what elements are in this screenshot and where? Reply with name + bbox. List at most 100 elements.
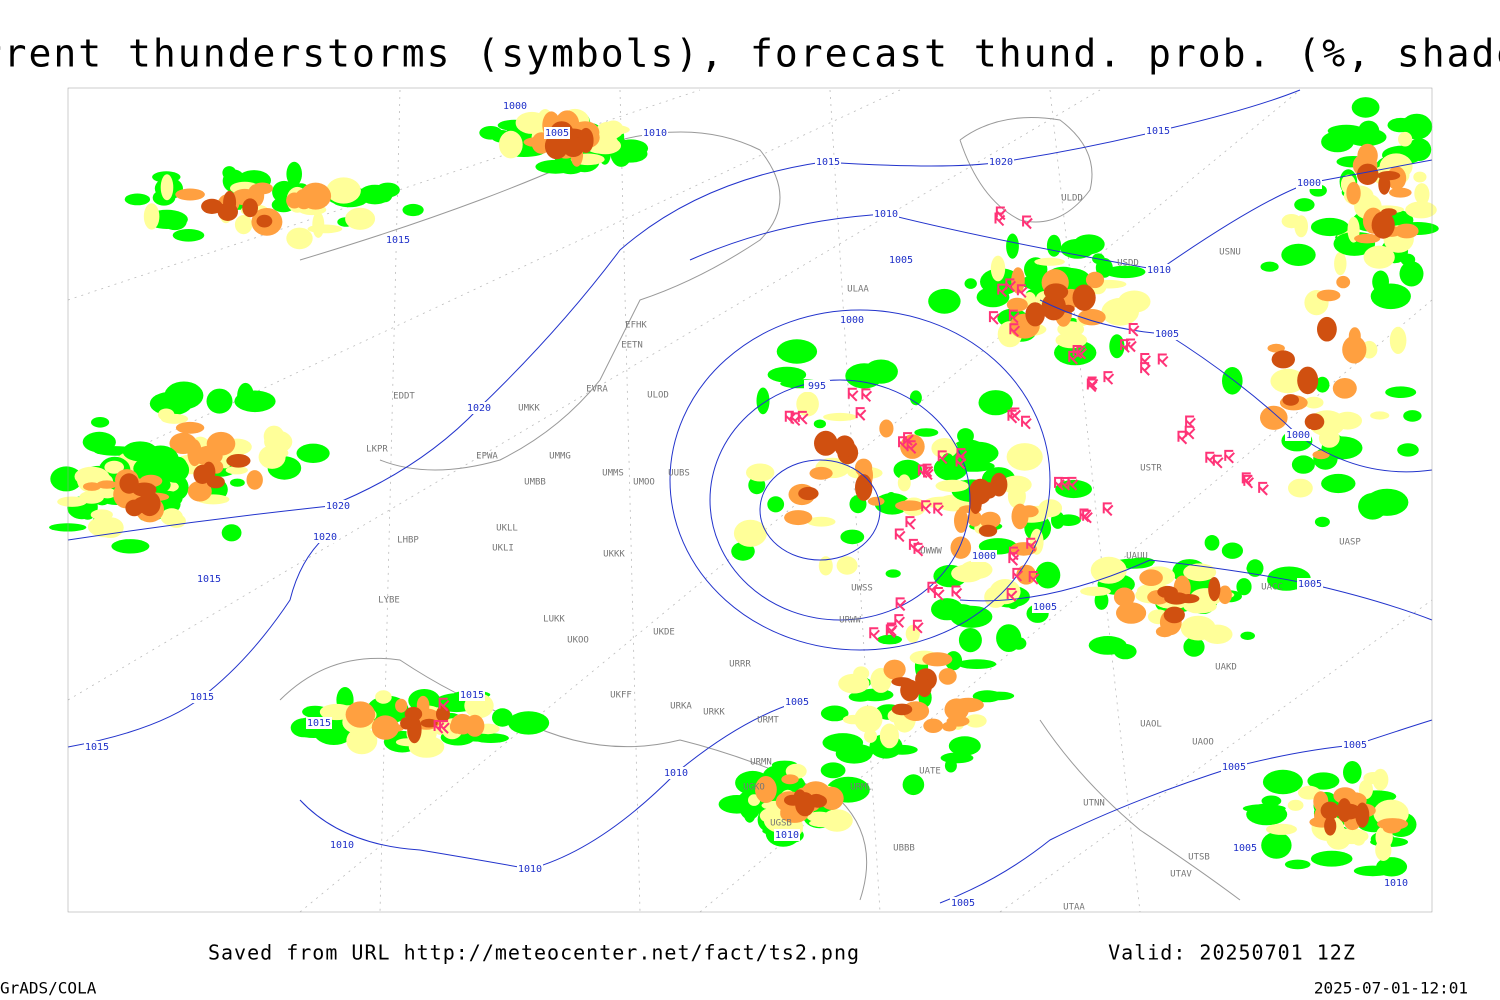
shade-blob <box>1354 233 1381 244</box>
station-label: URWW <box>839 616 861 626</box>
shade-blob <box>917 678 932 698</box>
shade-blob <box>759 808 781 824</box>
shade-blob <box>820 762 846 779</box>
thunderstorm-symbol <box>1054 476 1065 491</box>
shade-blob <box>1310 217 1349 237</box>
shade-blob <box>1284 859 1311 870</box>
shade-blob <box>944 758 957 773</box>
shade-blob <box>1291 455 1315 474</box>
shade-blob <box>187 480 212 502</box>
shade-blob <box>1353 865 1392 877</box>
shade-blob <box>1401 113 1433 140</box>
shade-blob <box>201 198 223 214</box>
shade-blob <box>1163 606 1185 624</box>
shade-blob <box>175 421 205 434</box>
shade-blob <box>223 190 237 215</box>
thunderstorm-symbol <box>1016 284 1028 298</box>
shade-blob <box>928 288 961 314</box>
shade-blob <box>840 529 865 545</box>
station-label: UKLL <box>496 524 518 534</box>
station-label: UAOO <box>1192 738 1214 748</box>
isobar-label-bg <box>804 380 830 392</box>
isobar-label-bg <box>1285 429 1311 441</box>
shade-blob <box>879 419 894 438</box>
isobar-label: 1010 <box>643 128 667 139</box>
station-label: ULDD <box>1061 194 1083 204</box>
shade-blob <box>813 419 827 429</box>
shade-blob <box>893 459 923 481</box>
station-label: UKOO <box>567 636 589 646</box>
station-label: ULAA <box>847 285 869 295</box>
thunderstorm-symbol <box>855 407 867 421</box>
shade-blob <box>957 659 997 669</box>
shade-blob <box>334 728 349 743</box>
shade-blob <box>160 174 174 201</box>
shade-blob <box>1344 128 1387 147</box>
thunderstorm-symbol <box>797 410 809 425</box>
shade-blob <box>942 721 957 732</box>
shade-blob <box>202 461 216 483</box>
shade-blob <box>133 496 153 513</box>
shade-blob <box>884 492 898 512</box>
shade-blob <box>1267 343 1285 353</box>
thunderstorm-symbol <box>1082 509 1093 524</box>
shade-blob <box>160 413 189 424</box>
shade-blob <box>326 177 361 204</box>
probability-shading <box>48 97 1439 877</box>
shade-blob <box>798 486 819 501</box>
station-label: URMN <box>750 758 772 768</box>
station-label: LUKK <box>543 615 565 625</box>
shade-blob <box>836 556 858 575</box>
isobar-label-bg <box>189 691 215 703</box>
isobar-label-bg <box>642 127 668 139</box>
shade-blob <box>776 339 818 364</box>
shade-blob <box>1348 327 1361 346</box>
thunderstorm-symbol <box>1006 588 1018 602</box>
isobar-label-bg <box>329 839 355 851</box>
shade-blob <box>1304 413 1325 431</box>
isobar-label: 1000 <box>1286 430 1310 441</box>
thunderstorm-symbol <box>1022 215 1033 230</box>
isobar-label: 1005 <box>1233 843 1257 854</box>
shade-blob <box>1324 816 1337 836</box>
isobar-label-bg <box>888 254 914 266</box>
station-label: ULOD <box>647 391 669 401</box>
station-label: UAOL <box>1140 720 1162 730</box>
shade-blob <box>50 466 83 492</box>
thunderstorm-symbol <box>933 502 944 517</box>
isobar-label-bg <box>1146 264 1172 276</box>
shade-blob <box>733 519 767 547</box>
shade-blob <box>96 480 118 489</box>
source-url: Saved from URL http://meteocenter.net/fa… <box>208 941 860 965</box>
isobar-label-bg <box>988 156 1014 168</box>
isobar-label: 1005 <box>951 898 975 909</box>
shade-blob <box>1043 283 1069 301</box>
isobar-label-bg <box>1032 601 1058 613</box>
isobar-label: 1005 <box>1222 762 1246 773</box>
thunderstorm-symbol <box>1009 323 1021 337</box>
station-label: UACC <box>1261 583 1283 593</box>
thunderstorm-symbol <box>1103 371 1115 385</box>
shade-blob <box>1398 131 1413 147</box>
shade-blob <box>883 659 906 680</box>
isobar-label: 1005 <box>1155 329 1179 340</box>
shade-blob <box>809 794 827 808</box>
isobar-label: 1015 <box>197 574 221 585</box>
shade-blob <box>256 214 273 228</box>
shade-blob <box>835 744 873 764</box>
isobar-label: 1015 <box>1146 126 1170 137</box>
thunderstorm-symbol <box>790 412 802 427</box>
shade-blob <box>950 536 972 559</box>
station-label: UMMS <box>602 469 624 479</box>
shade-blob <box>897 474 911 492</box>
shade-blob <box>251 182 273 195</box>
station-label: UKKK <box>603 550 625 560</box>
shade-blob <box>1113 587 1135 607</box>
shade-blob <box>807 516 836 527</box>
shade-blob <box>938 668 957 685</box>
station-label: UASP <box>1339 538 1361 548</box>
shade-blob <box>1266 823 1297 835</box>
thunderstorm-symbols <box>433 206 1269 734</box>
shade-blob <box>886 744 918 755</box>
isobar-label: 1005 <box>545 128 569 139</box>
